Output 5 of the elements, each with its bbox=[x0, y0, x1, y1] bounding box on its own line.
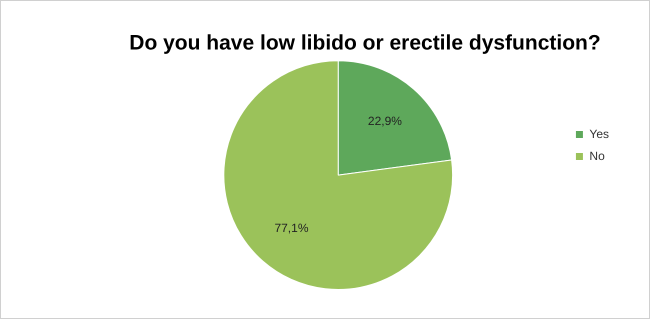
legend-label: No bbox=[589, 148, 606, 163]
data-label: 22,9% bbox=[368, 114, 402, 128]
chart-title: Do you have low libido or erectile dysfunction? bbox=[129, 31, 601, 54]
legend-label: Yes bbox=[589, 126, 609, 141]
data-label: 77,1% bbox=[274, 220, 309, 235]
